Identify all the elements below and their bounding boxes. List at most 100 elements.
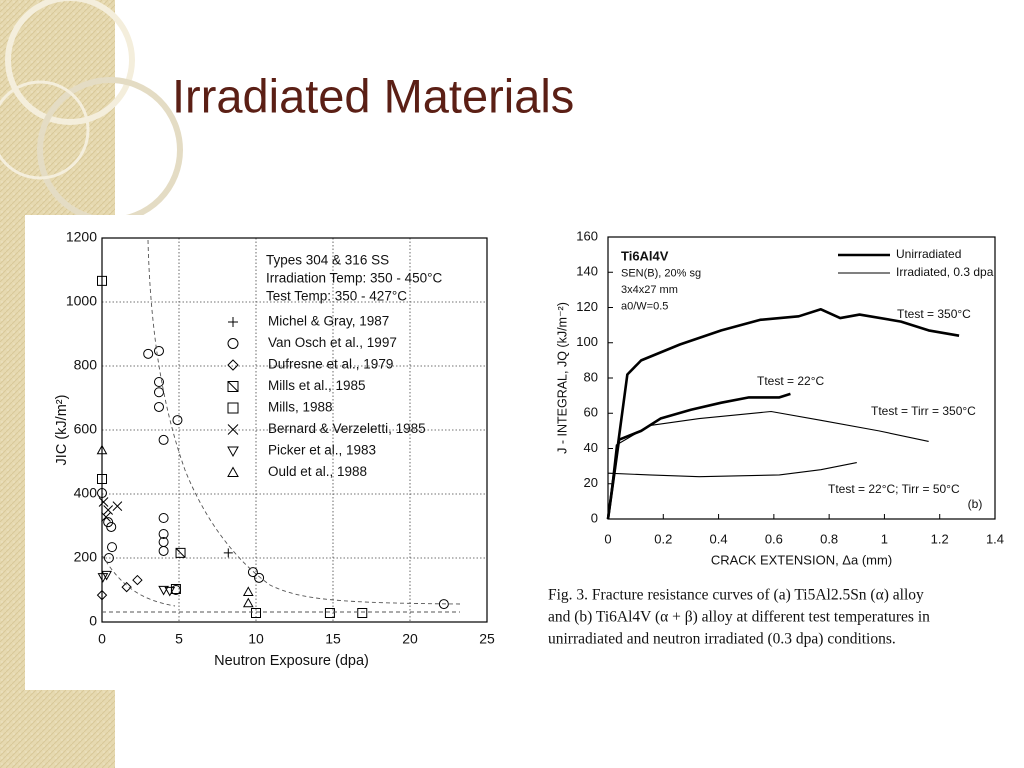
legend-marker — [227, 381, 239, 392]
legend-marker — [228, 317, 238, 327]
data-point — [158, 537, 169, 547]
curve-label: Ttest = Tirr = 350°C — [871, 404, 976, 418]
x-tick-label: 20 — [402, 631, 418, 647]
curve-label: Ttest = 22°C; Tirr = 50°C — [828, 482, 960, 496]
data-line — [607, 462, 857, 478]
data-line — [606, 392, 791, 520]
data-point — [170, 584, 181, 595]
curve-label: Ttest = 350°C — [897, 307, 971, 321]
legend-marker — [227, 402, 239, 414]
data-point — [101, 570, 112, 581]
x-tick-label: 10 — [248, 631, 264, 647]
annotation: Test Temp: 350 - 427°C — [266, 289, 407, 304]
y-tick-label: 160 — [576, 228, 598, 243]
data-point — [97, 473, 107, 484]
data-point — [132, 574, 143, 586]
data-point — [101, 512, 111, 522]
data-point — [143, 348, 154, 359]
x-tick-label: 0.4 — [710, 531, 728, 546]
y-tick-label: 600 — [74, 421, 98, 437]
legend-marker — [227, 446, 239, 458]
data-point — [175, 547, 186, 558]
data-point — [158, 513, 169, 523]
left-figure-panel — [25, 215, 505, 690]
trend-curve — [147, 239, 461, 605]
data-point — [357, 608, 368, 619]
annotation: Types 304 & 316 SS — [266, 253, 389, 268]
annotation: 3x4x27 mm — [621, 284, 678, 296]
data-point — [242, 597, 254, 608]
data-point — [98, 497, 109, 507]
x-axis-label: CRACK EXTENSION, Δa (mm) — [711, 552, 892, 567]
legend-marker — [227, 338, 239, 349]
data-point — [103, 505, 114, 515]
legend-marker — [227, 424, 239, 435]
x-tick-label: 5 — [175, 631, 183, 647]
data-point — [96, 488, 108, 499]
x-tick-label: 25 — [479, 631, 495, 647]
y-axis-label: JIC (kJ/m²) — [54, 395, 70, 466]
x-tick-label: 1 — [881, 531, 888, 546]
data-point — [158, 434, 169, 445]
data-point — [438, 599, 449, 610]
data-point — [158, 529, 169, 539]
annotation: Irradiation Temp: 350 - 450°C — [266, 271, 442, 286]
legend-label: Ould et al., 1988 — [268, 464, 367, 479]
y-axis-label: J - INTEGRAL, JQ (kJ/m⁻²) — [555, 302, 569, 454]
legend-marker — [227, 466, 239, 477]
data-point — [242, 586, 254, 597]
caption-line: unirradiated and neutron irradiated (0.3… — [548, 631, 896, 648]
x-tick-label: 15 — [325, 631, 341, 647]
legend-label: Michel & Gray, 1987 — [268, 314, 389, 329]
legend-marker — [227, 359, 239, 371]
data-point — [254, 572, 265, 583]
annotation: a0/W=0.5 — [621, 300, 668, 312]
legend-label: Dufresne et al., 1979 — [268, 357, 393, 372]
chart-right: 0 20 40 60 80 100 120 140 160 0 0.2 0.4 0.6 0.8 1 1.2 1.… — [555, 228, 1004, 567]
plot-frame — [101, 237, 488, 623]
legend-label: Irradiated, 0.3 dpa — [896, 265, 994, 279]
y-tick-label: 0 — [591, 510, 598, 525]
data-point — [158, 545, 169, 556]
chart-left: 0 200 400 600 800 1000 1200 0 5 10 15 20 25 Neutron E… — [54, 229, 495, 669]
data-point — [164, 586, 176, 597]
y-tick-label: 0 — [89, 613, 97, 629]
y-tick-label: 40 — [584, 440, 598, 455]
curve-label: Ttest = 22°C — [757, 374, 824, 388]
x-tick-label: 0.6 — [765, 531, 783, 546]
data-line — [606, 307, 960, 520]
legend-label: Unirradiated — [896, 247, 961, 261]
data-point — [121, 581, 132, 593]
annotation: SEN(B), 20% sg — [621, 267, 701, 279]
data-point — [153, 401, 164, 412]
y-tick-label: 1200 — [66, 229, 97, 245]
y-tick-label: 120 — [576, 299, 598, 314]
x-tick-label: 0 — [98, 631, 106, 647]
annotation: Ti6Al4V — [621, 248, 669, 263]
data-point — [97, 275, 107, 286]
y-tick-label: 80 — [584, 369, 598, 384]
data-point — [96, 589, 108, 601]
legend-label: Bernard & Verzeletti, 1985 — [268, 421, 426, 436]
y-tick-label: 800 — [74, 357, 98, 373]
data-point — [324, 608, 335, 619]
data-point — [153, 377, 164, 387]
data-point — [107, 542, 118, 553]
panel-label: (b) — [968, 497, 983, 511]
legend-label: Mills, 1988 — [268, 400, 333, 415]
data-point — [96, 444, 108, 455]
legend-label: Picker et al., 1983 — [268, 443, 376, 458]
legend-label: Mills et al., 1985 — [268, 378, 366, 393]
data-point — [172, 415, 183, 426]
data-point — [158, 585, 169, 596]
y-tick-label: 100 — [576, 334, 598, 349]
y-tick-label: 400 — [74, 485, 98, 501]
data-point — [223, 548, 233, 558]
y-tick-label: 60 — [584, 405, 598, 420]
data-point — [112, 501, 123, 512]
x-tick-label: 0.2 — [654, 531, 672, 546]
data-line — [607, 410, 929, 520]
legend-label: Van Osch et al., 1997 — [268, 335, 397, 350]
x-tick-label: 0 — [604, 531, 611, 546]
